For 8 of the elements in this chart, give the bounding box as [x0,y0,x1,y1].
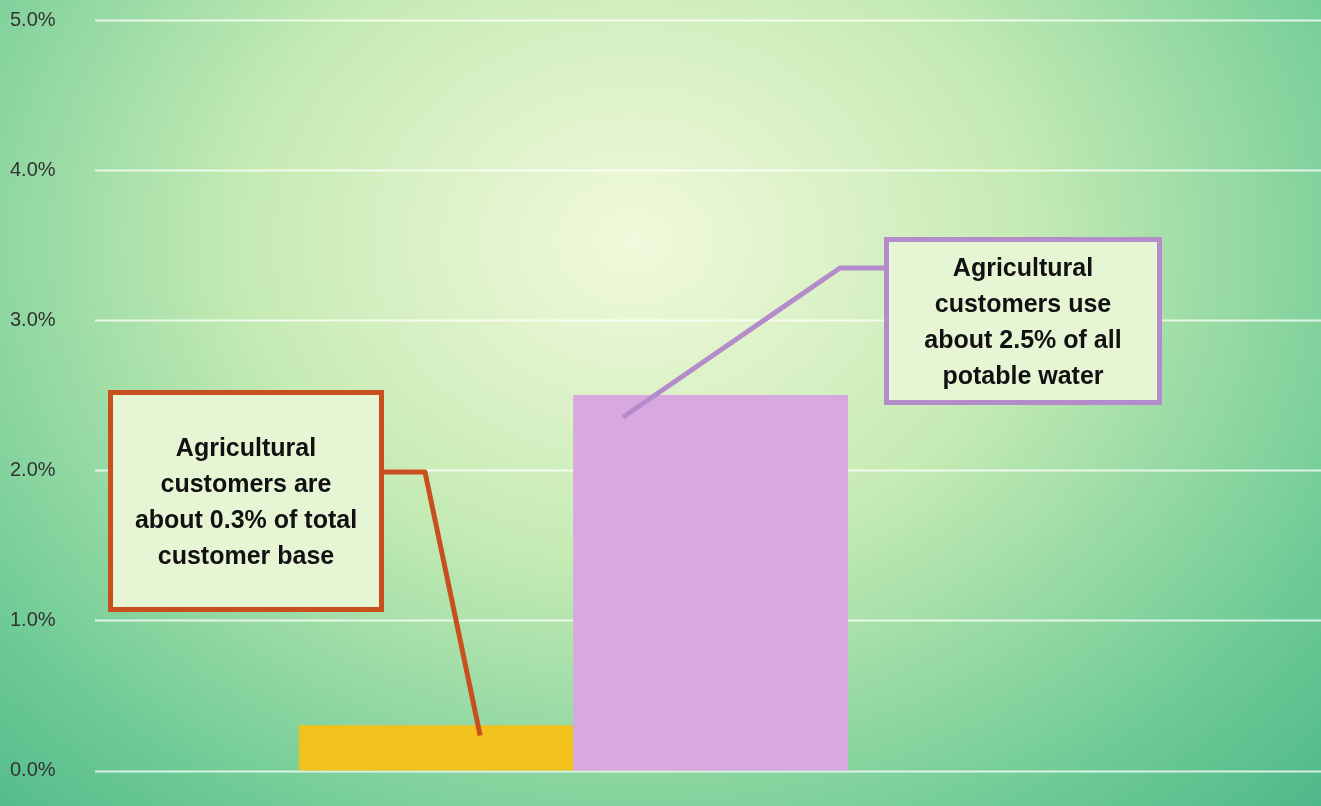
y-tick-label: 2.0% [10,457,56,480]
y-tick-label: 1.0% [10,608,56,630]
y-tick-label: 4.0% [10,157,56,180]
y-tick-label: 0.0% [10,758,56,781]
callout-box: Agricultural customers are about 0.3% of total customer base [108,390,384,612]
y-tick-label: 5.0% [10,7,56,30]
callout-box: Agricultural customers use about 2.5% of all potable water [884,237,1162,405]
y-tick-label: 3.0% [10,307,56,330]
